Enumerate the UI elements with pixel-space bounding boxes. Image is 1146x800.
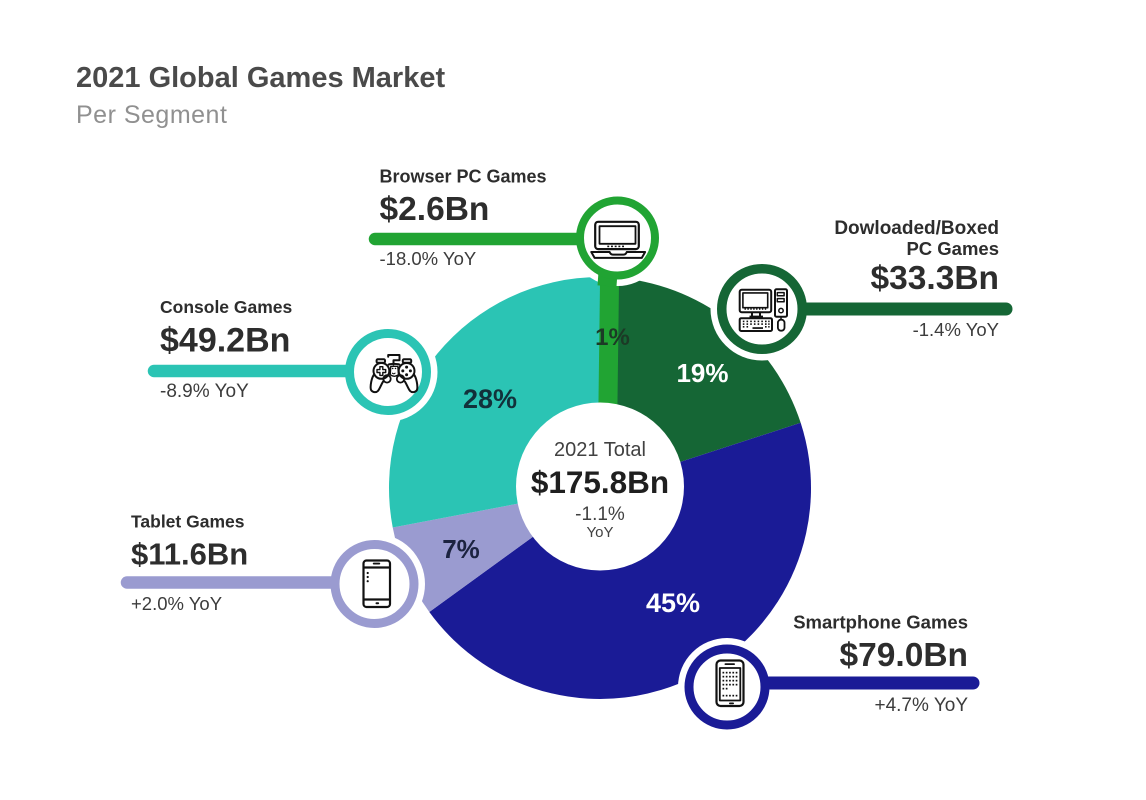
svg-text:$79.0Bn: $79.0Bn xyxy=(840,637,969,674)
svg-text:Dowloaded/Boxed: Dowloaded/Boxed xyxy=(834,218,999,239)
svg-text:Tablet Games: Tablet Games xyxy=(131,512,245,532)
svg-text:28%: 28% xyxy=(463,384,517,414)
svg-text:PC Games: PC Games xyxy=(906,238,999,259)
svg-text:+4.7% YoY: +4.7% YoY xyxy=(874,695,968,716)
svg-text:Smartphone Games: Smartphone Games xyxy=(793,612,968,633)
svg-text:Browser PC Games: Browser PC Games xyxy=(380,167,547,187)
svg-text:$175.8Bn: $175.8Bn xyxy=(531,464,669,500)
svg-text:$2.6Bn: $2.6Bn xyxy=(380,191,490,228)
svg-text:$11.6Bn: $11.6Bn xyxy=(131,537,248,572)
svg-text:19%: 19% xyxy=(676,358,728,388)
svg-text:2021 Total: 2021 Total xyxy=(554,439,646,461)
svg-text:$49.2Bn: $49.2Bn xyxy=(160,322,290,360)
svg-text:Console Games: Console Games xyxy=(160,297,293,317)
svg-text:-1.1%: -1.1% xyxy=(575,504,625,525)
svg-text:-18.0% YoY: -18.0% YoY xyxy=(380,248,477,269)
svg-text:-1.4% YoY: -1.4% YoY xyxy=(913,319,999,340)
svg-text:$33.3Bn: $33.3Bn xyxy=(871,260,1000,297)
svg-text:2021 Global Games Market: 2021 Global Games Market xyxy=(76,62,445,94)
svg-text:Per Segment: Per Segment xyxy=(76,101,227,129)
svg-text:7%: 7% xyxy=(442,534,480,564)
svg-text:1%: 1% xyxy=(595,324,630,351)
svg-text:+2.0% YoY: +2.0% YoY xyxy=(131,593,222,614)
svg-text:45%: 45% xyxy=(646,588,700,618)
svg-text:YoY: YoY xyxy=(587,524,614,541)
svg-text:-8.9% YoY: -8.9% YoY xyxy=(160,381,249,402)
